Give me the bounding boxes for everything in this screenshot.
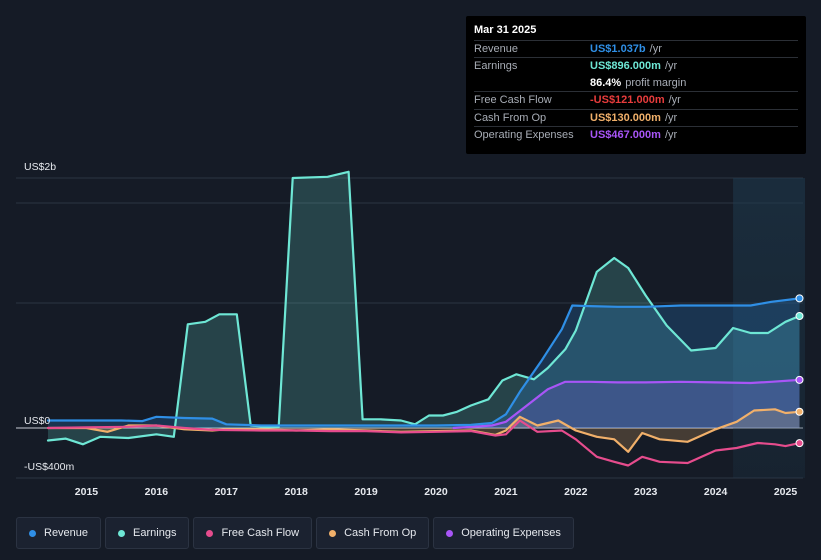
operating-expenses-area xyxy=(453,379,800,428)
tooltip-row-cash-from-op: Cash From Op US$130.000m /yr xyxy=(474,108,798,126)
chart-legend: Revenue Earnings Free Cash Flow Cash Fro… xyxy=(16,517,574,549)
tooltip-value: US$1.037b xyxy=(590,43,646,56)
profit-margin-value: 86.4% xyxy=(590,76,622,89)
legend-item-operating-expenses[interactable]: Operating Expenses xyxy=(433,517,574,549)
revenue-end-point xyxy=(795,294,804,303)
legend-label: Earnings xyxy=(133,527,177,539)
revenue-area xyxy=(48,298,800,428)
profit-margin-text: profit margin xyxy=(625,76,687,89)
tooltip-label: Free Cash Flow xyxy=(474,94,552,107)
tooltip-value: -US$121.000m xyxy=(590,94,665,107)
free-cash-flow-line xyxy=(46,419,801,467)
x-tick-label: 2022 xyxy=(564,486,588,498)
legend-dot-icon xyxy=(329,529,337,537)
x-tick-label: 2025 xyxy=(774,486,798,498)
x-tick-label: 2021 xyxy=(494,486,518,498)
data-tooltip: Mar 31 2025 Revenue US$1.037b /yr Earnin… xyxy=(466,16,806,154)
legend-dot-icon xyxy=(446,529,454,537)
forecast-region xyxy=(733,178,805,478)
operating-expenses-line xyxy=(452,378,801,430)
revenue-line xyxy=(46,297,801,427)
x-tick-label: 2020 xyxy=(424,486,448,498)
legend-label: Operating Expenses xyxy=(461,527,561,539)
tooltip-unit: /yr xyxy=(668,94,681,107)
legend-dot-icon xyxy=(206,529,214,537)
x-tick-label: 2024 xyxy=(704,486,728,498)
tooltip-value: US$467.000m xyxy=(590,128,661,141)
legend-label: Cash From Op xyxy=(344,527,417,539)
tooltip-value: US$896.000m xyxy=(590,60,661,73)
tooltip-date: Mar 31 2025 xyxy=(474,24,537,36)
free-cash-flow-end-point xyxy=(795,439,804,448)
tooltip-label: Revenue xyxy=(474,43,519,56)
legend-item-revenue[interactable]: Revenue xyxy=(16,517,102,549)
financial-chart: 2015 2016 2017 2018 2019 2020 2021 2022 2023 2024… xyxy=(16,161,805,498)
legend-label: Free Cash Flow xyxy=(221,527,300,539)
tooltip-label: Operating Expenses xyxy=(474,128,574,141)
x-tick-label: 2015 xyxy=(75,486,99,498)
tooltip-profit-margin: 86.4% profit margin xyxy=(474,74,798,91)
tooltip-row-revenue: Revenue US$1.037b /yr xyxy=(474,40,798,57)
tooltip-row-free-cash-flow: Free Cash Flow -US$121.000m /yr xyxy=(474,91,798,108)
tooltip-label: Cash From Op xyxy=(474,111,547,124)
y-axis-top-label: US$2b xyxy=(24,161,56,173)
tooltip-unit: /yr xyxy=(664,128,678,141)
tooltip-row-operating-expenses: Operating Expenses US$467.000m /yr xyxy=(474,125,798,143)
legend-label: Revenue xyxy=(44,527,89,539)
x-tick-label: 2023 xyxy=(634,486,658,498)
tooltip-unit: /yr xyxy=(664,111,678,124)
cash-from-op-end-point xyxy=(795,407,804,416)
x-tick-label: 2019 xyxy=(354,486,378,498)
y-axis-zero-label: US$0 xyxy=(24,415,50,427)
tooltip-row-earnings: Earnings US$896.000m /yr xyxy=(474,57,798,74)
tooltip-unit: /yr xyxy=(664,60,678,73)
operating-expenses-end-point xyxy=(795,375,804,384)
x-tick-label: 2016 xyxy=(145,486,169,498)
legend-dot-icon xyxy=(29,529,36,537)
legend-item-free-cash-flow[interactable]: Free Cash Flow xyxy=(193,517,313,549)
earnings-line xyxy=(46,170,801,446)
earnings-end-point xyxy=(795,312,804,320)
legend-dot-icon xyxy=(118,529,126,537)
legend-item-cash-from-op[interactable]: Cash From Op xyxy=(316,517,430,549)
tooltip-value: US$130.000m xyxy=(590,111,661,124)
legend-item-earnings[interactable]: Earnings xyxy=(105,517,190,549)
x-tick-label: 2017 xyxy=(215,486,239,498)
y-axis-bottom-label: -US$400m xyxy=(24,461,74,473)
x-tick-label: 2018 xyxy=(284,486,308,498)
earnings-area xyxy=(48,171,800,445)
tooltip-unit: /yr xyxy=(649,43,662,56)
tooltip-label: Earnings xyxy=(474,60,518,73)
